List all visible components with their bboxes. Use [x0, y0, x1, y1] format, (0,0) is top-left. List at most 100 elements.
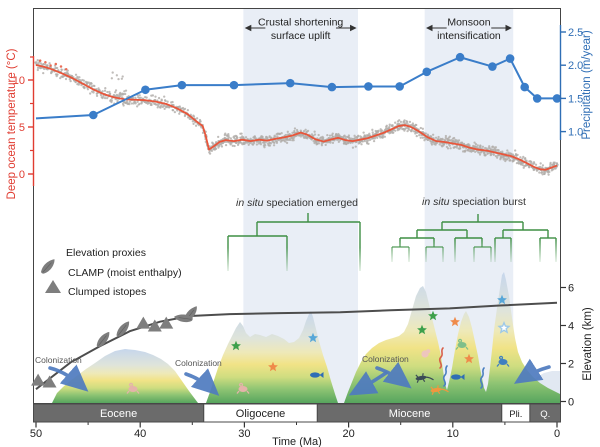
frog-icon [496, 355, 510, 367]
scatter-dot [274, 140, 278, 143]
scatter-dot [42, 71, 45, 75]
scatter-dot [90, 85, 94, 88]
scatter-dot [547, 173, 550, 176]
scatter-dot [186, 109, 190, 112]
scatter-dot [108, 92, 112, 95]
scatter-dot [464, 149, 467, 152]
scatter-dot [110, 99, 113, 102]
scatter-dot [373, 137, 376, 140]
scatter-dot [159, 104, 163, 108]
scatter-dot [79, 79, 82, 82]
scatter-dot [360, 136, 363, 139]
scatter-dot [86, 88, 90, 91]
scatter-dot [105, 97, 109, 100]
fish-icon [310, 372, 324, 378]
time-axis-tick-label: 20 [342, 428, 354, 440]
star-icon [497, 294, 507, 305]
scatter-dot [449, 147, 452, 150]
scatter-dot [530, 161, 533, 164]
clumped-isotope-triangle-marker [42, 375, 57, 388]
scatter-dot [151, 94, 155, 97]
precipitation-curve [35, 56, 557, 120]
clumped-isotope-triangle-marker [147, 319, 162, 332]
scatter-dot [113, 94, 117, 97]
scatter-dot [488, 145, 491, 148]
scatter-dot [83, 86, 86, 89]
scatter-dot [553, 161, 556, 164]
scatter-dot [240, 136, 243, 140]
speciation-emerged-label: in situ speciation emerged [236, 197, 358, 209]
scatter-dot [104, 87, 107, 90]
scatter-dot [424, 132, 427, 135]
scatter-dot [474, 145, 477, 149]
scatter-dot [166, 100, 169, 103]
star-icon [231, 340, 241, 351]
scatter-dot [419, 136, 422, 139]
scatter-dot [114, 89, 118, 92]
scatter-dot [171, 100, 174, 104]
scatter-dot [388, 125, 391, 128]
scatter-dot [494, 146, 498, 149]
scatter-dot [389, 131, 392, 134]
epoch-bar: Eocene Oligocene Miocene Pli. Q. [33, 403, 562, 423]
frog-icon [126, 382, 140, 394]
scatter-dot [183, 107, 187, 111]
scatter-dot [532, 161, 536, 164]
frog-body [498, 359, 508, 365]
scatter-dot [229, 137, 232, 140]
scatter-dot [304, 128, 307, 131]
scatter-dot [240, 132, 243, 135]
scatter-dot [533, 168, 536, 171]
scatter-dot [229, 142, 233, 145]
scatter-dot [452, 136, 456, 140]
elevation-axis-tick-label: 2 [568, 359, 574, 371]
scatter-dot [108, 90, 111, 93]
annotation-line1: Monsoon [447, 17, 490, 29]
scatter-dot [336, 138, 340, 141]
fish-tail [319, 372, 324, 378]
scatter-dot [331, 141, 335, 145]
scatter-dot [76, 75, 79, 79]
scatter-dot [145, 96, 148, 99]
scatter-dot [235, 141, 238, 145]
scatter-dot [321, 137, 324, 141]
scatter-dot [92, 91, 95, 94]
scatter-dot [459, 147, 462, 150]
scatter-dot [499, 158, 502, 161]
annotation-line2: surface uplift [271, 30, 331, 42]
scatter-dot [289, 138, 292, 142]
time-axis-tick-label: 10 [447, 428, 459, 440]
scatter-dot [337, 140, 340, 143]
scatter-dot [541, 173, 544, 176]
scatter-dot [178, 105, 182, 108]
scatter-dot [157, 96, 161, 100]
annotation-line2: intensification [437, 30, 501, 42]
scatter-dot [443, 138, 447, 142]
scatter-dot [345, 142, 348, 146]
left-axis-tick-label: 5 [19, 122, 25, 134]
star-icon [464, 353, 474, 364]
scatter-dot [261, 135, 264, 139]
scatter-dot [418, 134, 421, 137]
scatter-dot [410, 130, 413, 133]
scatter-dot [376, 136, 379, 139]
scatter-dot [354, 145, 357, 148]
fish-tail [460, 374, 465, 380]
scatter-dot [434, 136, 438, 139]
scatter-dot [87, 81, 91, 84]
scatter-dot [224, 143, 228, 147]
scatter-dot [293, 129, 296, 133]
scatter-dot [388, 123, 391, 126]
star-icon [417, 324, 427, 335]
colonization-arrow [348, 371, 388, 396]
scatter-dot [119, 94, 122, 98]
scatter-dot [543, 172, 546, 175]
scatter-dot [269, 142, 273, 145]
scatter-dot [292, 139, 295, 142]
scatter-dot [515, 162, 519, 165]
scatter-dot [509, 152, 512, 155]
scatter-dot [365, 141, 369, 144]
scatter-dot [119, 91, 122, 95]
